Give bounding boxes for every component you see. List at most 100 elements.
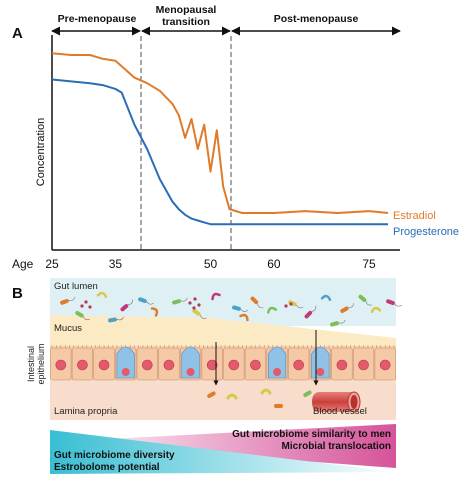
panel-a-label: A — [12, 25, 23, 42]
wedge-decreasing-line-2: Estrobolome potential — [54, 462, 160, 473]
y-axis-label: Concentration — [35, 118, 47, 187]
flagellum — [240, 309, 249, 312]
bacterium — [232, 305, 241, 311]
nucleus — [55, 359, 67, 371]
flagellum — [116, 316, 124, 321]
nucleus — [250, 359, 261, 371]
nucleus — [206, 359, 218, 371]
wedge-increasing-line-1: Gut microbiome similarity to men — [232, 429, 391, 440]
bacterium — [120, 304, 129, 312]
epithelial-cells — [50, 345, 396, 381]
nucleus — [379, 359, 391, 371]
bacterium — [260, 388, 272, 395]
nucleus — [142, 359, 153, 371]
nucleus — [228, 359, 240, 371]
bacterium — [192, 308, 201, 316]
mucus-layer — [50, 315, 396, 348]
bacterium — [207, 391, 216, 398]
label-epithelium-2: epithelium — [36, 343, 46, 384]
bacterium — [266, 306, 278, 314]
nucleus — [336, 359, 348, 371]
goblet-cell — [181, 346, 200, 379]
bacterium — [108, 317, 117, 323]
flagellum — [199, 314, 207, 319]
flagellum — [83, 316, 91, 321]
bacterium — [370, 306, 382, 313]
coccus — [88, 305, 92, 309]
legend-estradiol: Estradiol — [393, 210, 436, 222]
chart-curves — [51, 52, 389, 226]
bacterium — [226, 393, 238, 400]
flagellum — [365, 301, 372, 306]
decreasing-wedge — [50, 430, 396, 474]
coccus — [197, 303, 201, 307]
bacterium — [340, 306, 349, 313]
flagellum — [311, 305, 317, 312]
nucleus — [273, 368, 282, 376]
panel-b-label: B — [12, 285, 23, 302]
nucleus — [316, 368, 325, 376]
nucleus — [121, 368, 130, 376]
label-blood-vessel: Blood vessel — [313, 406, 367, 417]
flagellum — [257, 303, 264, 309]
panel-a: A Pre-menopause Menopausal transition Po… — [12, 4, 459, 271]
x-tick-label: 75 — [362, 257, 376, 271]
bacterium — [211, 292, 221, 301]
wedge-increasing-line-2: Microbial translocation — [282, 441, 391, 452]
bacterium — [96, 291, 108, 298]
flagellum — [394, 303, 402, 307]
bacterium — [138, 297, 147, 304]
coccus — [80, 304, 84, 308]
flagellum — [146, 301, 154, 305]
bacterium — [150, 307, 159, 317]
goblet-cell — [267, 346, 287, 379]
label-gut-lumen: Gut lumen — [54, 281, 98, 292]
nucleus — [163, 359, 175, 371]
coccus — [284, 304, 288, 308]
x-tick-label: 25 — [45, 257, 59, 271]
increasing-wedge — [50, 424, 396, 468]
coccus — [193, 297, 197, 301]
coccus — [192, 306, 196, 310]
nucleus — [98, 359, 110, 371]
flagellum — [180, 297, 188, 302]
goblet-cell — [116, 346, 135, 379]
phase-label-transition-1: Menopausal — [156, 4, 217, 16]
bacterium — [288, 300, 297, 307]
bacterium — [320, 294, 332, 301]
flagellum — [127, 299, 133, 306]
x-tick-label: 50 — [204, 257, 218, 271]
x-tick-labels: 25 35 50 60 75 — [45, 257, 376, 271]
nucleus — [77, 359, 88, 371]
bacterium — [60, 298, 69, 305]
x-tick-label: 35 — [109, 257, 123, 271]
nucleus — [358, 359, 369, 371]
label-epithelium-1: Intestinal — [26, 346, 36, 382]
flagellum — [68, 296, 76, 301]
series-line-estradiol — [51, 52, 389, 214]
flagellum — [338, 319, 346, 324]
bacterium — [386, 299, 395, 306]
nucleus — [186, 368, 195, 376]
bacterium — [75, 311, 84, 318]
flagellum — [296, 304, 304, 309]
bacterium — [250, 296, 259, 305]
coccus — [289, 302, 293, 306]
coccus — [84, 300, 88, 304]
phase-label-pre: Pre-menopause — [58, 13, 137, 25]
bacterium — [303, 390, 312, 397]
phase-arrows: Pre-menopause Menopausal transition Post… — [51, 4, 401, 36]
bacterium — [304, 310, 313, 319]
legend-progesterone: Progesterone — [393, 226, 459, 238]
bacterium — [330, 321, 339, 327]
nucleus — [293, 359, 304, 371]
label-mucus: Mucus — [54, 323, 82, 334]
panel-b: B Gut lumen Mucus Lamina propr — [12, 278, 402, 474]
wedge-decreasing-line-1: Gut microbiome diversity — [54, 450, 175, 461]
blood-vessel-icon — [312, 391, 361, 413]
x-axis-title: Age — [12, 257, 34, 271]
microbes — [60, 291, 402, 327]
phase-label-transition-2: transition — [162, 16, 210, 28]
coccus — [188, 301, 192, 305]
translocated-bacteria — [207, 388, 312, 408]
